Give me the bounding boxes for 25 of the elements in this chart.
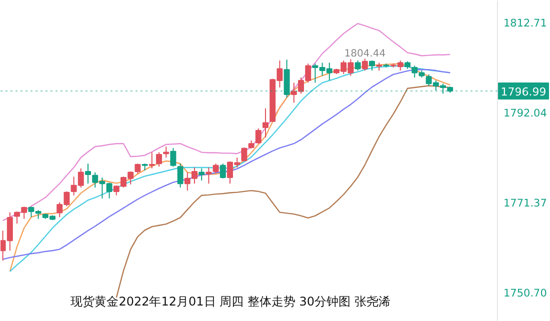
candlestick [362,58,368,72]
candlestick [156,152,162,168]
candlestick [177,163,184,188]
candlestick [262,108,268,138]
annotation: 1804.44 [344,48,386,60]
candlestick [369,60,375,72]
candlestick [198,168,205,182]
candlestick [163,146,170,158]
candlestick [85,163,91,184]
candlestick [354,60,361,72]
candlestick [241,147,248,162]
candlestick [134,163,141,174]
candlestick [212,163,219,174]
candlestick [255,128,262,144]
candlestick [206,167,212,184]
y-tick-label: 1792.04 [504,108,548,120]
y-tick-label: 1771.37 [504,197,547,210]
y-tick-label: 1750.70 [504,287,547,300]
line-series [2,22,451,222]
candlestick [170,147,176,168]
text: 现货黄金2022年12月01日 周四 整体走势 30分钟图 张尧浠 [70,294,390,308]
ref-line-label: 1796.99 [500,86,546,99]
candlestick [148,152,155,169]
y-tick-label: 1812.71 [504,18,547,30]
candlestick [220,163,226,179]
